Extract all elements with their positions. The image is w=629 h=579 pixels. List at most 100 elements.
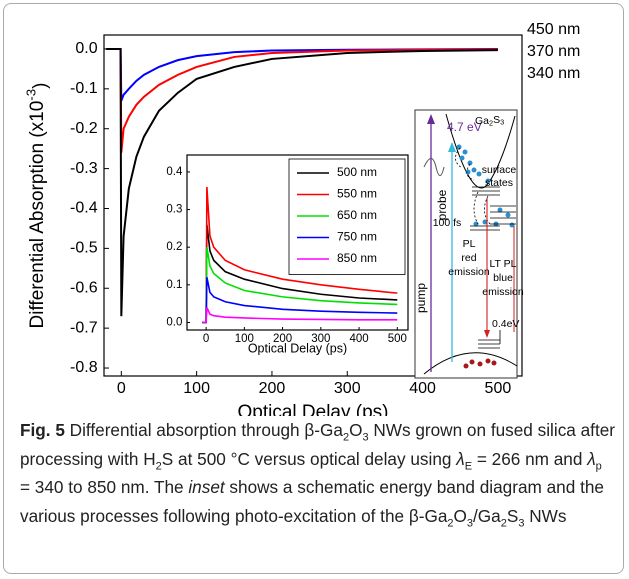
- text-run: ): [30, 83, 51, 89]
- material-label: Ga2S3: [475, 114, 504, 128]
- text-run: inset: [188, 477, 225, 498]
- pl-red-label: PL red emission: [448, 238, 490, 278]
- x-tick-label: 500: [485, 380, 512, 397]
- text-run: 3: [518, 517, 525, 530]
- y-tick-label: 0.0: [166, 317, 182, 329]
- energy-label: 4.7 eV: [447, 120, 482, 134]
- text-run: S: [506, 505, 519, 526]
- text-run: 3: [362, 431, 369, 444]
- text-line: surface: [482, 164, 517, 176]
- text-run: = 340 to 850 nm. The: [20, 477, 189, 498]
- text-run: 2: [342, 431, 350, 444]
- x-tick-label: 0: [203, 333, 209, 345]
- text-run: NWs grown on fused silica after processi…: [20, 420, 616, 469]
- series-line: [202, 277, 398, 324]
- y-tick-label: 0.1: [166, 279, 182, 291]
- text-run: λ: [456, 448, 465, 469]
- series-line: [202, 307, 398, 324]
- x-axis-label: Optical Delay (ps): [238, 402, 389, 416]
- y-tick-label: -0.8: [70, 359, 98, 376]
- y-tick-label: -0.5: [70, 240, 98, 257]
- figure: 0 100 200 300 400 500 0.0 -0.1 -0.2 -0.3 -0.4 -0.5 -…: [23, 21, 581, 416]
- x-tick-label: 400: [409, 380, 436, 397]
- x-tick-label: 300: [311, 333, 330, 345]
- x-tick-label: 300: [334, 380, 361, 397]
- legend-label: 750 nm: [337, 230, 377, 244]
- text-line: emission: [448, 266, 490, 278]
- text-run: Differential Absorption (x10: [27, 101, 48, 329]
- legend-label: 850 nm: [337, 251, 377, 265]
- caption: Fig. 5 Differential absorption through β…: [20, 416, 616, 530]
- series-line: [202, 247, 398, 324]
- series-label: 370 nm: [527, 43, 580, 60]
- x-tick-label: 200: [259, 380, 286, 397]
- figure-border: [3, 3, 624, 574]
- x-tick-label: 500: [388, 333, 407, 345]
- x-tick-label: 400: [349, 333, 368, 345]
- lt-pl-blue-label: LT PL blue emission: [482, 258, 524, 298]
- text-run: Fig. 5: [20, 420, 65, 440]
- y-tick-label: -0.2: [70, 120, 98, 137]
- x-tick-label: 200: [273, 333, 292, 345]
- series-label: 340 nm: [527, 65, 580, 82]
- text-run: 3: [466, 517, 474, 530]
- pulse-label: 100 fs: [433, 217, 462, 229]
- text-run: 2: [155, 460, 162, 473]
- y-tick-label: 0.0: [75, 40, 97, 57]
- text-run: S: [493, 114, 500, 126]
- x-tick-label: 0: [117, 380, 126, 397]
- text-run: shows a schematic energy band diagram an…: [20, 477, 604, 526]
- series-line: [202, 186, 398, 324]
- text-run: Ga: [475, 115, 489, 127]
- plot-frame: [103, 34, 523, 377]
- text-line: LT PL: [489, 258, 516, 270]
- text-line: PL: [463, 238, 476, 250]
- series-line: [106, 47, 498, 153]
- text-line: states: [485, 177, 513, 189]
- y-tick-label: -0.7: [70, 319, 98, 336]
- text-run: Differential absorption through β-Ga: [64, 420, 343, 440]
- text-run: λ: [587, 448, 596, 469]
- legend-label: 550 nm: [337, 187, 377, 201]
- text-run: /Ga: [473, 505, 501, 526]
- y-axis-label: Differential Absorption (x10-3): [23, 83, 51, 329]
- y-tick-label: 0.4: [166, 166, 183, 178]
- y-tick-label: 0.2: [166, 241, 182, 253]
- y-tick-label: -0.4: [70, 200, 98, 217]
- text-run: -3: [23, 89, 38, 101]
- y-tick-label: -0.6: [70, 279, 98, 296]
- text-run: 3: [500, 117, 504, 126]
- x-tick-label: 100: [235, 333, 254, 345]
- x-tick-label: 100: [183, 380, 210, 397]
- text-line: red: [461, 252, 476, 264]
- series-line: [106, 47, 498, 102]
- text-run: NWs: [524, 505, 567, 526]
- y-tick-label: -0.3: [70, 160, 98, 177]
- text-run: = 266 nm and: [472, 448, 588, 469]
- text-run: O: [453, 505, 467, 526]
- text-run: p: [595, 460, 602, 473]
- text-run: E: [464, 460, 473, 473]
- legend-label: 500 nm: [337, 165, 377, 179]
- text-line: emission: [482, 286, 524, 298]
- text-run: 2: [447, 517, 454, 530]
- text-run: 2: [489, 119, 493, 128]
- series-line: [106, 47, 498, 317]
- plot-frame: [186, 154, 409, 331]
- inset-chart: 0 100 200 300 400 500 0.0 0.1 0.2 0.3 0.4 Optical D…: [166, 154, 409, 355]
- legend-label: 650 nm: [337, 208, 377, 222]
- y-tick-label: 0.3: [166, 204, 182, 216]
- text-run: 2: [500, 517, 507, 530]
- pump-label: pump: [414, 283, 428, 313]
- probe-label: probe: [435, 189, 449, 220]
- surface-states-label: surface states: [482, 164, 517, 189]
- x-axis-label: Optical Delay (ps): [248, 341, 347, 355]
- y-tick-label: -0.1: [70, 80, 98, 97]
- gap-label: 0.4eV: [492, 318, 519, 330]
- text-line: blue: [493, 272, 513, 284]
- text-run: S at 500 °C versus optical delay using: [161, 448, 457, 469]
- text-run: O: [349, 420, 363, 440]
- series-label: 450 nm: [527, 21, 580, 38]
- band-diagram: 4.7 eV Ga2S3 100 fs probe pump surface st…: [414, 109, 524, 379]
